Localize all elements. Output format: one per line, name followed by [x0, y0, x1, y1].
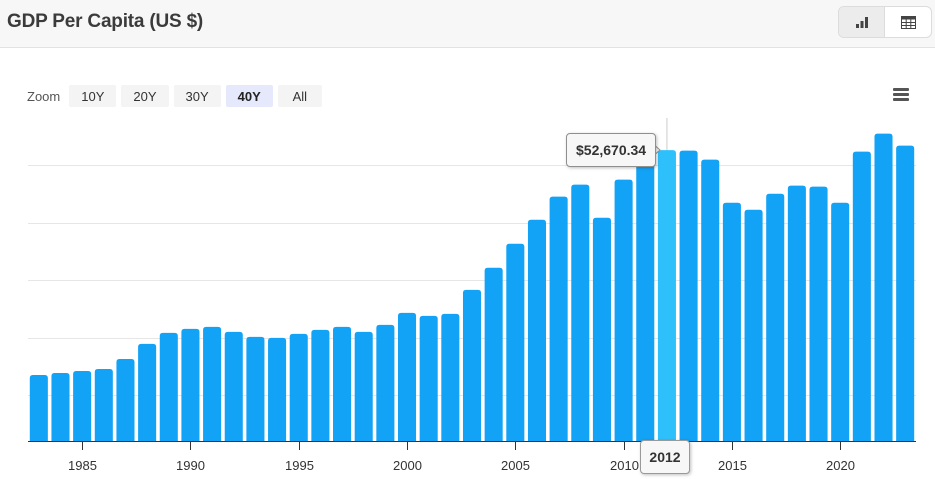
- x-tick-label: 2000: [393, 458, 422, 473]
- page-title: GDP Per Capita (US $): [7, 11, 204, 32]
- bar-1994[interactable]: [268, 337, 287, 441]
- zoom-all-button[interactable]: All: [277, 85, 322, 107]
- bar-2005[interactable]: [506, 243, 525, 441]
- value-tooltip: $52,670.34: [566, 133, 657, 167]
- zoom-10y-button[interactable]: 10Y: [69, 85, 117, 107]
- table-view-button[interactable]: [885, 7, 931, 37]
- x-tick-label: 1985: [68, 458, 97, 473]
- x-tick-label: 2020: [826, 458, 855, 473]
- bar-2003[interactable]: [462, 289, 482, 441]
- x-tick-label: 1990: [176, 458, 205, 473]
- year-tooltip: 2012: [640, 440, 690, 474]
- bar-1998[interactable]: [354, 331, 373, 441]
- zoom-label: Zoom: [27, 88, 61, 104]
- bar-2000[interactable]: [397, 312, 417, 441]
- bar-2012[interactable]: [657, 150, 676, 441]
- bar-1985[interactable]: [73, 370, 92, 441]
- bar-2018[interactable]: [787, 185, 806, 441]
- bar-2017[interactable]: [766, 193, 785, 441]
- bar-2002[interactable]: [441, 313, 460, 441]
- bar-1988[interactable]: [138, 343, 157, 441]
- bar-2020[interactable]: [831, 202, 850, 441]
- bar-1995[interactable]: [289, 333, 308, 441]
- chart-header: GDP Per Capita (US $): [0, 0, 935, 48]
- bar-2001[interactable]: [419, 315, 438, 441]
- bar-1990[interactable]: [181, 328, 200, 441]
- bar-2016[interactable]: [744, 209, 763, 441]
- bar-2009[interactable]: [592, 217, 611, 441]
- view-toggle: [838, 6, 932, 38]
- bar-1996[interactable]: [311, 329, 330, 441]
- bar-chart-icon: [855, 17, 868, 28]
- bar-1997[interactable]: [333, 326, 352, 441]
- chart-menu-button[interactable]: [890, 84, 914, 104]
- zoom-30y-button[interactable]: 30Y: [173, 85, 221, 107]
- x-tick-label: 2015: [718, 458, 747, 473]
- bar-1987[interactable]: [116, 358, 135, 441]
- bar-1983[interactable]: [29, 374, 48, 441]
- bar-1989[interactable]: [159, 332, 178, 441]
- zoom-selector: Zoom 10Y 20Y 30Y 40Y All: [27, 85, 322, 107]
- bar-2011[interactable]: [636, 151, 655, 441]
- bar-1991[interactable]: [203, 326, 222, 441]
- chart-view-button[interactable]: [839, 7, 886, 37]
- hamburger-menu-icon: [893, 88, 909, 91]
- bar-2023[interactable]: [896, 145, 915, 442]
- bar-2006[interactable]: [527, 219, 547, 441]
- hamburger-line: [893, 93, 909, 96]
- bar-2015[interactable]: [722, 202, 741, 441]
- bar-2014[interactable]: [701, 159, 720, 441]
- bar-2021[interactable]: [852, 151, 871, 441]
- bar-2007[interactable]: [549, 196, 568, 441]
- bar-2004[interactable]: [484, 267, 503, 441]
- hamburger-line: [893, 98, 909, 101]
- bar-1992[interactable]: [224, 331, 243, 441]
- table-icon: [900, 15, 916, 29]
- bar-1986[interactable]: [94, 368, 113, 441]
- x-tick-label: 2005: [501, 458, 530, 473]
- bar-1984[interactable]: [51, 372, 70, 441]
- zoom-20y-button[interactable]: 20Y: [121, 85, 169, 107]
- bar-2008[interactable]: [571, 184, 590, 441]
- x-tick-label: 2010: [610, 458, 639, 473]
- bar-1999[interactable]: [376, 324, 395, 441]
- bar-2010[interactable]: [614, 179, 633, 441]
- bar-2022[interactable]: [874, 133, 893, 441]
- zoom-40y-button[interactable]: 40Y: [225, 85, 273, 107]
- bar-2013[interactable]: [679, 150, 698, 441]
- bar-2019[interactable]: [809, 186, 828, 441]
- bar-1993[interactable]: [246, 336, 265, 441]
- x-tick-label: 1995: [285, 458, 314, 473]
